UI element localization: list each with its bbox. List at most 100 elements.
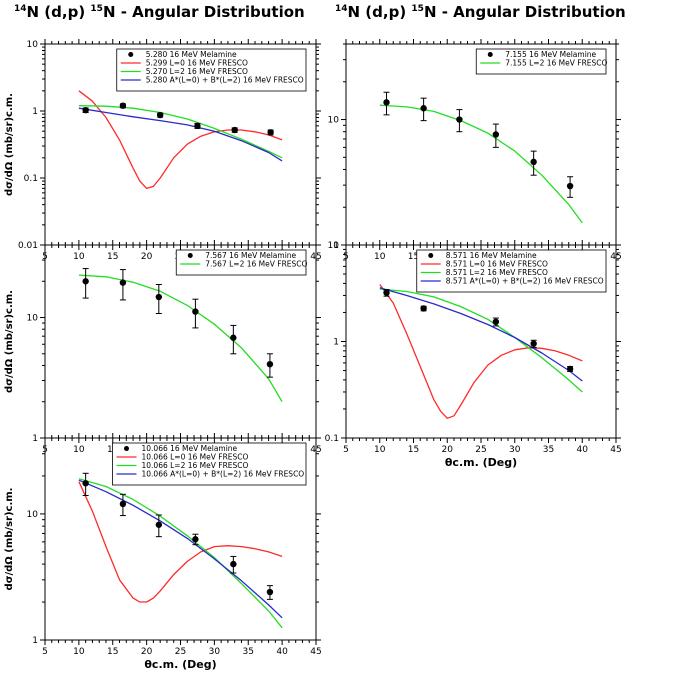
x-tick-label: 25 bbox=[175, 647, 186, 657]
legend-label: 8.571 A*(L=0) + B*(L=2) 16 MeV FRESCO bbox=[446, 277, 604, 286]
x-tick-label: 35 bbox=[243, 647, 254, 657]
legend-marker bbox=[487, 52, 493, 57]
fresco-curve bbox=[78, 107, 283, 162]
data-point bbox=[156, 111, 164, 119]
title-left-base1: N (d,p) bbox=[27, 3, 91, 21]
fresco-curve bbox=[78, 274, 283, 403]
data-point bbox=[155, 521, 163, 528]
fresco-curve bbox=[379, 287, 583, 382]
y-tick-label: 1 bbox=[32, 636, 38, 646]
data-point bbox=[192, 536, 199, 543]
x-tick-label: 10 bbox=[73, 445, 85, 455]
legend-box bbox=[416, 249, 607, 293]
fresco-curve bbox=[78, 478, 283, 629]
data-point bbox=[492, 131, 500, 138]
title-left-sup1: 14 bbox=[14, 4, 27, 14]
legend-label: 8.571 16 MeV Melamine bbox=[446, 251, 537, 260]
data-point bbox=[266, 588, 274, 596]
legend-box bbox=[116, 48, 307, 92]
y-tick-label: 10 bbox=[328, 241, 340, 251]
data-point bbox=[266, 360, 274, 368]
x-tick-label: 10 bbox=[73, 252, 85, 262]
data-point bbox=[566, 182, 574, 190]
figure-title-left: 14N (d,p) 15N - Angular Distribution bbox=[14, 3, 305, 21]
legend-marker bbox=[187, 253, 193, 258]
y-axis-label: dσ/dΩ (mb/sr)c.m. bbox=[4, 93, 15, 196]
x-tick-label: 5 bbox=[42, 647, 48, 657]
data-point bbox=[155, 293, 163, 301]
y-tick-label: 10 bbox=[27, 314, 39, 324]
legend-box bbox=[475, 48, 607, 75]
y-axis-label: dσ/dΩ (mb/sr)c.m. bbox=[4, 290, 15, 393]
data-point bbox=[230, 560, 237, 568]
y-tick-label: 10 bbox=[328, 116, 340, 126]
svg-text:14N (d,p) 15N - Angular Distri: 14N (d,p) 15N - Angular Distribution bbox=[335, 3, 626, 21]
x-tick-label: 25 bbox=[475, 445, 486, 455]
fresco-curve bbox=[78, 479, 283, 619]
title-left-base2: N - Angular Distribution bbox=[103, 3, 305, 21]
x-tick-label: 30 bbox=[209, 647, 221, 657]
data-point bbox=[194, 122, 201, 130]
data-point bbox=[267, 129, 274, 136]
data-point bbox=[420, 305, 427, 312]
legend-marker bbox=[124, 446, 129, 451]
data-point bbox=[530, 158, 537, 166]
x-tick-label: 30 bbox=[509, 445, 521, 455]
x-tick-label: 20 bbox=[442, 445, 454, 455]
title-right-sup2: 15 bbox=[411, 4, 424, 14]
y-tick-label: 0.01 bbox=[18, 241, 38, 251]
data-point bbox=[192, 308, 199, 315]
y-axis-label: dσ/dΩ (mb/sr)c.m. bbox=[4, 488, 15, 591]
y-tick-label: 1 bbox=[333, 241, 339, 251]
svg-text:14N (d,p) 15N - Angular Distri: 14N (d,p) 15N - Angular Distribution bbox=[14, 3, 305, 21]
data-point bbox=[119, 279, 127, 286]
x-axis-label: θc.m. (Deg) bbox=[144, 658, 216, 671]
figure-title-right: 14N (d,p) 15N - Angular Distribution bbox=[335, 3, 626, 21]
x-tick-label: 35 bbox=[543, 445, 554, 455]
data-point bbox=[456, 116, 463, 123]
legend-label: 7.155 L=2 16 MeV FRESCO bbox=[505, 59, 607, 68]
legend-label: 7.155 16 MeV Melamine bbox=[505, 50, 596, 59]
fresco-curve bbox=[379, 104, 583, 224]
x-tick-label: 20 bbox=[141, 647, 153, 657]
legend-label: 5.280 16 MeV Melamine bbox=[146, 50, 237, 59]
legend-box bbox=[112, 442, 307, 486]
data-point bbox=[230, 334, 237, 341]
y-tick-label: 10 bbox=[27, 510, 39, 520]
data-point bbox=[119, 500, 127, 508]
x-tick-label: 40 bbox=[577, 445, 589, 455]
data-point bbox=[82, 278, 89, 285]
data-point bbox=[119, 102, 127, 109]
legend-label: 10.066 L=0 16 MeV FRESCO bbox=[142, 453, 249, 462]
x-tick-label: 10 bbox=[374, 445, 386, 455]
data-point bbox=[82, 106, 89, 114]
legend-marker bbox=[428, 253, 434, 258]
chart-bottom-left: 5 10 15 20 25 30 35 40 45 1 10 dσ/dΩ (mb/sr)c.m. θc.… bbox=[4, 433, 322, 671]
legend-label: 5.270 L=2 16 MeV FRESCO bbox=[146, 67, 248, 76]
legend-label: 5.280 A*(L=0) + B*(L=2) 16 MeV FRESCO bbox=[146, 76, 304, 85]
x-axis-label: θc.m. (Deg) bbox=[445, 456, 517, 469]
legend-box bbox=[175, 249, 307, 276]
x-tick-label: 15 bbox=[107, 647, 118, 657]
data-point bbox=[566, 365, 574, 373]
legend-label: 10.066 L=2 16 MeV FRESCO bbox=[142, 461, 249, 470]
x-tick-label: 5 bbox=[343, 445, 349, 455]
x-tick-label: 10 bbox=[374, 252, 386, 262]
data-point bbox=[82, 480, 89, 487]
title-right-base1: N (d,p) bbox=[348, 3, 412, 21]
legend-label: 7.567 16 MeV Melamine bbox=[205, 251, 296, 260]
data-point bbox=[231, 126, 238, 134]
legend-marker bbox=[128, 52, 134, 57]
legend-label: 8.571 L=2 16 MeV FRESCO bbox=[446, 268, 548, 277]
x-tick-label: 45 bbox=[610, 445, 621, 455]
legend-label: 8.571 L=0 16 MeV FRESCO bbox=[446, 260, 548, 269]
